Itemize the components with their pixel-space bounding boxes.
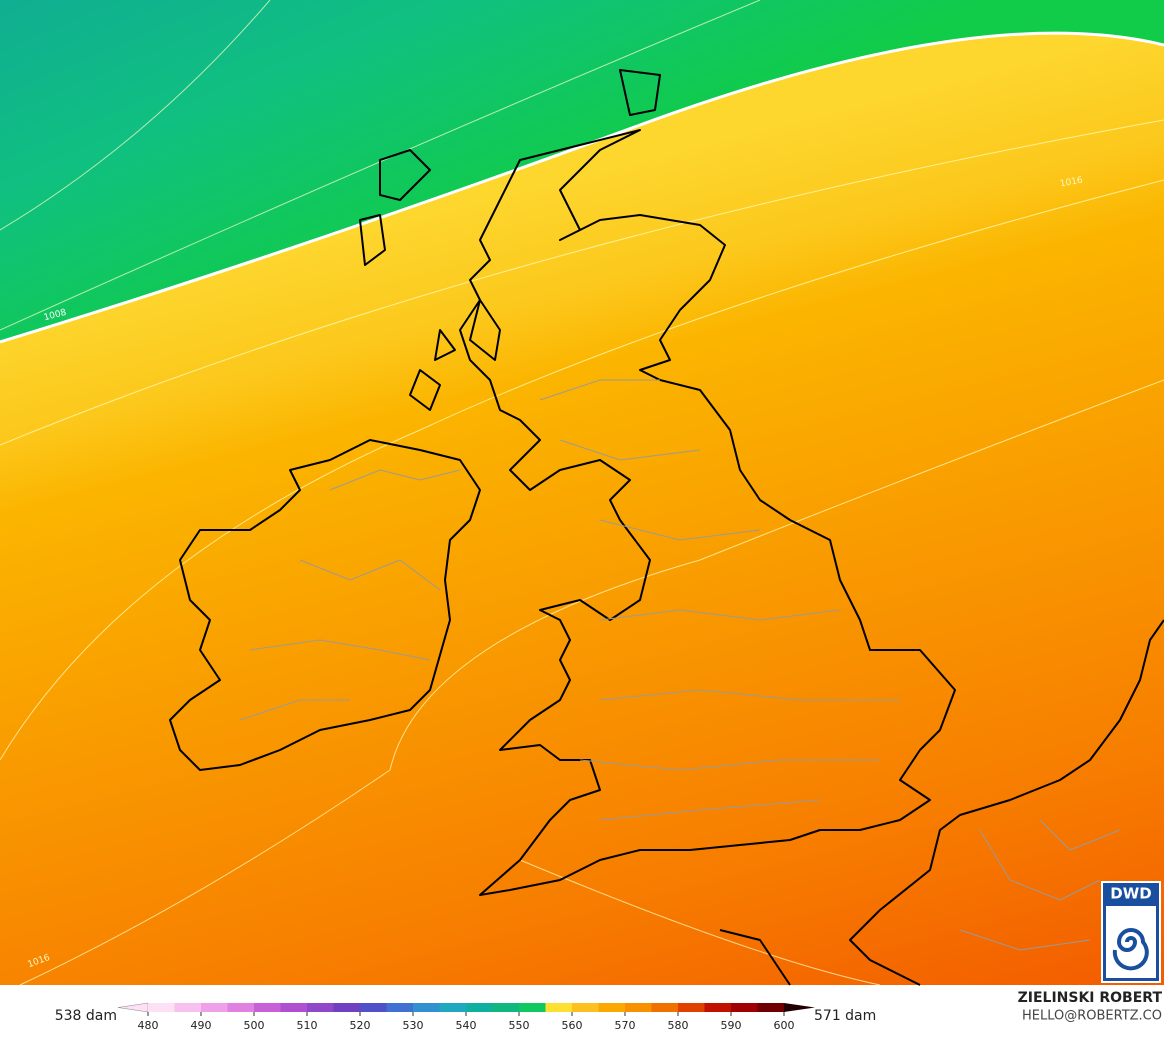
colorbar-segment bbox=[227, 1003, 255, 1012]
colorbar-tick-label: 550 bbox=[509, 1019, 530, 1032]
country-borders bbox=[959, 819, 1121, 951]
county-borders bbox=[539, 379, 900, 821]
county-borders bbox=[239, 469, 461, 721]
colorbar-segment bbox=[731, 1003, 758, 1012]
colorbar-segment bbox=[651, 1003, 679, 1012]
front-line bbox=[0, 31, 1164, 344]
colorbar-segment bbox=[307, 1003, 334, 1012]
credit-contact: HELLO@ROBERTZ.CO bbox=[1022, 1009, 1162, 1024]
ireland bbox=[169, 439, 481, 771]
colorbar-segment bbox=[492, 1003, 520, 1012]
colorbar-tick-label: 590 bbox=[721, 1019, 742, 1032]
credit-name: ZIELINSKI ROBERT bbox=[1018, 990, 1163, 1006]
colorbar-tick-label: 520 bbox=[350, 1019, 371, 1032]
colorbar-tick-label: 500 bbox=[244, 1019, 265, 1032]
colorbar-tick-label: 580 bbox=[668, 1019, 689, 1032]
colorbar-segment bbox=[174, 1003, 202, 1012]
colorbar-tick-label: 570 bbox=[615, 1019, 636, 1032]
colorbar-tick-label: 540 bbox=[456, 1019, 477, 1032]
isobar bbox=[0, 0, 271, 231]
colorbar-segment bbox=[757, 1003, 785, 1012]
colorbar-segment bbox=[386, 1003, 414, 1012]
colorbar-segment bbox=[704, 1003, 732, 1012]
logo-swirl bbox=[1112, 928, 1149, 971]
colorbar-tick-label: 510 bbox=[297, 1019, 318, 1032]
colorbar-tick-label: 480 bbox=[138, 1019, 159, 1032]
colorbar-segment bbox=[413, 1003, 440, 1012]
colorbar-segment bbox=[545, 1003, 573, 1012]
isobar bbox=[19, 379, 1164, 986]
islands bbox=[359, 69, 661, 411]
dwd-logo: DWD bbox=[1101, 881, 1161, 983]
isobar-label: 1016 bbox=[1059, 176, 1084, 190]
colorbar-arrow-low bbox=[117, 1002, 149, 1013]
colorbar-segment bbox=[598, 1003, 626, 1012]
isobar bbox=[0, 179, 1164, 761]
colorbar-tick-label: 490 bbox=[191, 1019, 212, 1032]
colorbar: 538 dam 571 dam 480 490 500 510 520 530 540 550… bbox=[55, 1002, 876, 1032]
colorbar-segment bbox=[519, 1003, 546, 1012]
isobar bbox=[519, 859, 881, 986]
colorbar-segment bbox=[572, 1003, 599, 1012]
map-area: 1008 1016 1016 DWD bbox=[0, 0, 1164, 986]
colorbar-tick-label: 560 bbox=[562, 1019, 583, 1032]
colorbar-segment bbox=[201, 1003, 228, 1012]
colorbar-segment bbox=[439, 1003, 467, 1012]
legend-max-label: 571 dam bbox=[814, 1008, 876, 1024]
colorbar-segment bbox=[678, 1003, 705, 1012]
colorbar-segment bbox=[333, 1003, 361, 1012]
colorbar-segment bbox=[148, 1003, 175, 1012]
colorbar-segment bbox=[254, 1003, 281, 1012]
colorbar-segment bbox=[360, 1003, 387, 1012]
logo-text: DWD bbox=[1110, 885, 1151, 903]
isobar bbox=[0, 119, 1164, 446]
great-britain bbox=[459, 129, 956, 896]
continent bbox=[719, 619, 1164, 986]
colorbar-tick-label: 530 bbox=[403, 1019, 424, 1032]
colorbar-segment bbox=[466, 1003, 493, 1012]
colorbar-arrow-high bbox=[784, 1003, 815, 1012]
logo-panel bbox=[1106, 906, 1156, 978]
colorbar-tick-label: 600 bbox=[774, 1019, 795, 1032]
warm-field bbox=[0, 33, 1164, 985]
legend-min-label: 538 dam bbox=[55, 1008, 117, 1024]
colorbar-segment bbox=[625, 1003, 652, 1012]
colorbar-segment bbox=[280, 1003, 308, 1012]
